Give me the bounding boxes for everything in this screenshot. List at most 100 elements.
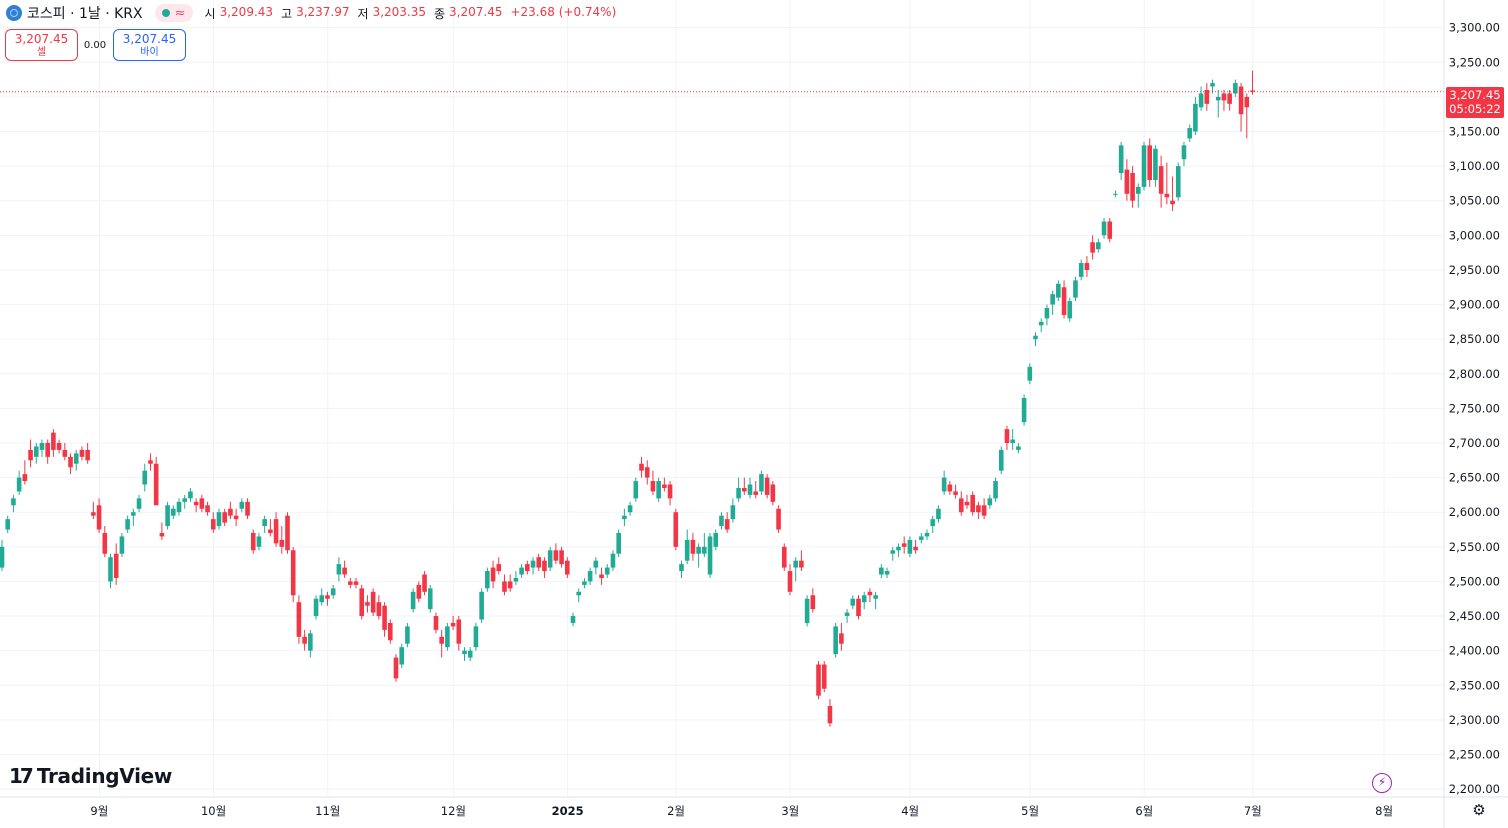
candle-body[interactable] <box>148 460 153 464</box>
candle-body[interactable] <box>131 512 136 516</box>
candle-body[interactable] <box>873 595 878 599</box>
candle-body[interactable] <box>981 505 987 516</box>
candle-body[interactable] <box>182 498 188 502</box>
candle-body[interactable] <box>604 567 610 575</box>
candle-body[interactable] <box>1027 366 1033 381</box>
candle-body[interactable] <box>22 474 28 482</box>
candle-body[interactable] <box>890 550 896 554</box>
candle-body[interactable] <box>519 567 524 575</box>
candle-body[interactable] <box>5 519 11 530</box>
candle-body[interactable] <box>85 449 90 461</box>
candle-body[interactable] <box>884 571 890 575</box>
candle-body[interactable] <box>998 449 1004 471</box>
candle-body[interactable] <box>159 532 165 537</box>
settings-gear-icon[interactable]: ⚙ <box>1472 801 1486 819</box>
candle-body[interactable] <box>587 571 593 582</box>
candle-body[interactable] <box>576 591 582 596</box>
candle-body[interactable] <box>730 505 736 520</box>
candle-body[interactable] <box>610 553 616 568</box>
candle-body[interactable] <box>1107 221 1113 239</box>
candle-body[interactable] <box>1233 83 1238 94</box>
candle-body[interactable] <box>199 498 205 509</box>
candle-body[interactable] <box>879 567 884 575</box>
candle-body[interactable] <box>787 571 793 592</box>
candle-body[interactable] <box>1181 145 1187 160</box>
candle-body[interactable] <box>273 519 279 544</box>
candle-body[interactable] <box>1016 446 1021 450</box>
candle-body[interactable] <box>593 560 599 568</box>
candle-body[interactable] <box>136 498 142 509</box>
candle-body[interactable] <box>239 501 245 509</box>
candle-body[interactable] <box>770 484 776 502</box>
candle-body[interactable] <box>1187 128 1192 139</box>
candle-body[interactable] <box>530 560 536 568</box>
candle-body[interactable] <box>359 588 365 617</box>
candle-body[interactable] <box>970 494 975 513</box>
candle-body[interactable] <box>536 557 542 568</box>
candle-body[interactable] <box>1170 200 1175 205</box>
tradingview-logo[interactable]: 17 TradingView <box>9 764 172 788</box>
candle-body[interactable] <box>1227 93 1232 104</box>
candle-body[interactable] <box>79 449 85 457</box>
candle-body[interactable] <box>570 616 576 623</box>
candle-body[interactable] <box>302 636 307 644</box>
candle-body[interactable] <box>1238 86 1244 115</box>
candle-body[interactable] <box>376 602 382 617</box>
candle-body[interactable] <box>622 515 627 520</box>
candle-body[interactable] <box>856 598 861 617</box>
candle-body[interactable] <box>1101 221 1107 236</box>
candle-body[interactable] <box>644 467 650 478</box>
candle-body[interactable] <box>776 508 781 530</box>
candle-body[interactable] <box>462 650 467 655</box>
candle-body[interactable] <box>947 484 953 492</box>
candle-body[interactable] <box>308 633 313 651</box>
candle-body[interactable] <box>433 616 439 630</box>
candle-body[interactable] <box>987 498 993 506</box>
candle-body[interactable] <box>1067 301 1073 319</box>
candle-body[interactable] <box>941 477 947 492</box>
candle-body[interactable] <box>707 536 713 575</box>
candle-body[interactable] <box>1050 294 1055 305</box>
candle-body[interactable] <box>410 591 416 610</box>
candle-body[interactable] <box>747 484 753 495</box>
kospi-logo-icon[interactable] <box>6 5 22 21</box>
candle-body[interactable] <box>1221 93 1227 101</box>
candle-body[interactable] <box>656 481 661 499</box>
candle-body[interactable] <box>525 564 530 572</box>
candle-body[interactable] <box>1141 145 1147 187</box>
candle-body[interactable] <box>736 487 741 499</box>
candle-body[interactable] <box>667 484 673 499</box>
candle-body[interactable] <box>325 595 330 599</box>
candle-body[interactable] <box>256 536 262 547</box>
candle-body[interactable] <box>319 595 325 603</box>
candle-body[interactable] <box>290 550 296 596</box>
candle-body[interactable] <box>456 619 462 644</box>
candle-body[interactable] <box>171 508 176 516</box>
candle-body[interactable] <box>553 550 559 561</box>
candle-body[interactable] <box>1084 263 1090 270</box>
candle-body[interactable] <box>1061 287 1067 315</box>
candle-body[interactable] <box>91 512 96 516</box>
candle-body[interactable] <box>673 512 679 547</box>
candle-body[interactable] <box>228 508 233 516</box>
candle-body[interactable] <box>1078 263 1084 277</box>
candle-body[interactable] <box>582 581 587 585</box>
candle-body[interactable] <box>793 560 798 568</box>
candle-body[interactable] <box>913 546 918 551</box>
candle-body[interactable] <box>250 532 256 551</box>
candle-body[interactable] <box>616 532 621 554</box>
candle-body[interactable] <box>445 626 450 648</box>
candle-body[interactable] <box>679 564 684 572</box>
buy-button[interactable]: 3,207.45 바이 <box>113 29 186 61</box>
candle-body[interactable] <box>633 481 639 499</box>
candle-body[interactable] <box>696 546 701 554</box>
candle-body[interactable] <box>330 588 336 596</box>
candle-body[interactable] <box>599 574 604 578</box>
candle-body[interactable] <box>1250 90 1255 92</box>
candle-body[interactable] <box>336 564 342 575</box>
candle-body[interactable] <box>867 591 873 596</box>
candle-body[interactable] <box>1124 169 1130 194</box>
candle-body[interactable] <box>1147 145 1153 180</box>
candle-body[interactable] <box>279 539 285 547</box>
